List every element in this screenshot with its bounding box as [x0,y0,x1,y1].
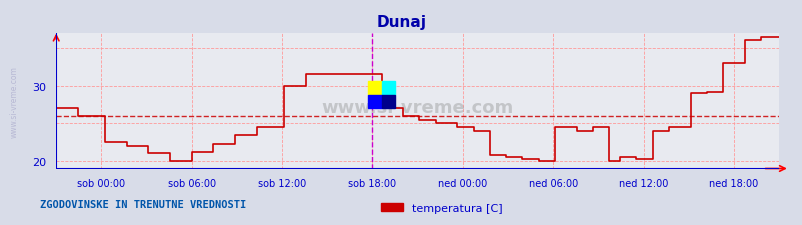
Bar [367,95,381,109]
Text: ZGODOVINSKE IN TRENUTNE VREDNOSTI: ZGODOVINSKE IN TRENUTNE VREDNOSTI [40,199,246,209]
Text: www.si-vreme.com: www.si-vreme.com [10,65,18,137]
Legend: temperatura [C]: temperatura [C] [376,198,506,217]
Bar [367,82,381,95]
Text: www.si-vreme.com: www.si-vreme.com [321,99,513,117]
Bar [381,82,395,95]
Text: Dunaj: Dunaj [376,15,426,29]
Bar [381,95,395,109]
